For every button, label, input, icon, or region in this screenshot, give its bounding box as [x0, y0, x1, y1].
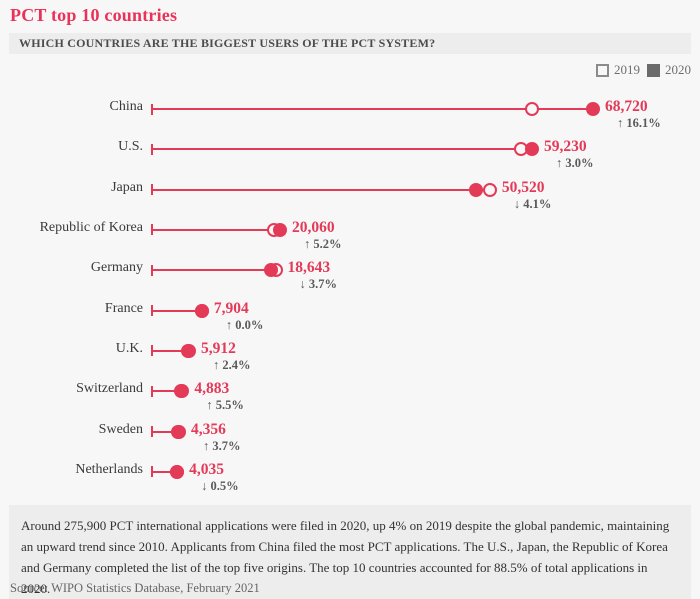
dot-2020	[586, 102, 600, 116]
lollipop-line	[151, 108, 593, 110]
dot-2020	[524, 142, 539, 157]
change-percent-label: ↑ 3.0%	[555, 156, 594, 171]
chart-legend: 2019 2020	[596, 62, 691, 78]
country-label: U.S.	[118, 139, 143, 155]
change-percent-label: ↑ 5.5%	[206, 398, 244, 413]
summary-panel: Around 275,900 PCT international applica…	[9, 505, 691, 599]
country-label: U.K.	[115, 340, 143, 356]
dot-2020	[468, 182, 483, 197]
value-label-2020: 20,060	[292, 218, 335, 236]
filled-square-icon	[647, 63, 660, 77]
value-label-2020: 7,904	[213, 299, 249, 317]
change-percent-label: ↑ 2.4%	[213, 357, 251, 372]
question-banner-text: WHICH COUNTRIES ARE THE BIGGEST USERS OF…	[19, 36, 436, 50]
value-label-2020: 59,230	[543, 138, 587, 156]
summary-text: Around 275,900 PCT international applica…	[21, 518, 670, 596]
change-percent-label: ↑ 16.1%	[617, 116, 661, 130]
value-label-2020: 50,520	[501, 178, 545, 196]
lollipop-line	[151, 349, 190, 352]
change-percent-label: ↑ 5.2%	[304, 236, 342, 251]
dot-2020	[175, 384, 190, 399]
page-title: PCT top 10 countries	[10, 5, 178, 25]
legend-2019-label: 2019	[614, 62, 640, 77]
dot-2020	[273, 222, 288, 237]
lollipop-line	[151, 148, 532, 151]
value-label-2020: 4,035	[189, 460, 224, 478]
dot-2020	[182, 343, 197, 358]
dumbbell-chart: China 68,720 ↑ 16.1% U.S. 59,230 ↑ 3.0% Japan 5…	[0, 90, 700, 505]
lollipop-line	[151, 188, 490, 191]
lollipop-line	[151, 470, 178, 473]
country-label: Sweden	[98, 421, 143, 437]
legend-item-2019: 2019	[596, 62, 640, 78]
lollipop-line	[151, 269, 276, 272]
dot-2020	[169, 464, 184, 479]
dot-2020	[263, 263, 278, 278]
country-label: Netherlands	[75, 461, 143, 477]
country-label: Republic of Korea	[39, 219, 143, 235]
country-label: Switzerland	[76, 381, 143, 397]
value-label-2020: 4,356	[191, 420, 226, 438]
lollipop-line	[151, 309, 202, 312]
dot-2019	[482, 182, 497, 197]
country-label: China	[109, 99, 143, 114]
question-banner: WHICH COUNTRIES ARE THE BIGGEST USERS OF…	[9, 33, 691, 54]
value-label-2020: 68,720	[605, 98, 648, 115]
dot-2019	[524, 102, 539, 116]
change-percent-label: ↓ 4.1%	[513, 196, 552, 211]
change-percent-label: ↑ 0.0%	[225, 317, 264, 332]
value-label-2020: 18,643	[287, 259, 331, 277]
dot-2020	[194, 303, 209, 318]
open-square-icon	[596, 63, 609, 77]
legend-2020-label: 2020	[665, 62, 691, 77]
legend-item-2020: 2020	[647, 62, 691, 78]
lollipop-line	[151, 228, 281, 231]
change-percent-label: ↑ 3.7%	[203, 438, 241, 453]
change-percent-label: ↓ 3.7%	[299, 277, 338, 292]
country-label: Germany	[90, 260, 143, 276]
value-label-2020: 4,883	[194, 380, 230, 398]
change-percent-label: ↓ 0.5%	[201, 478, 239, 493]
value-label-2020: 5,912	[201, 339, 236, 357]
source-attribution: Source: WIPO Statistics Database, Februa…	[10, 581, 260, 595]
country-label: Japan	[111, 179, 143, 195]
country-label: France	[104, 300, 143, 316]
lollipop-line	[151, 390, 183, 393]
dot-2020	[172, 424, 187, 439]
lollipop-line	[151, 430, 180, 433]
